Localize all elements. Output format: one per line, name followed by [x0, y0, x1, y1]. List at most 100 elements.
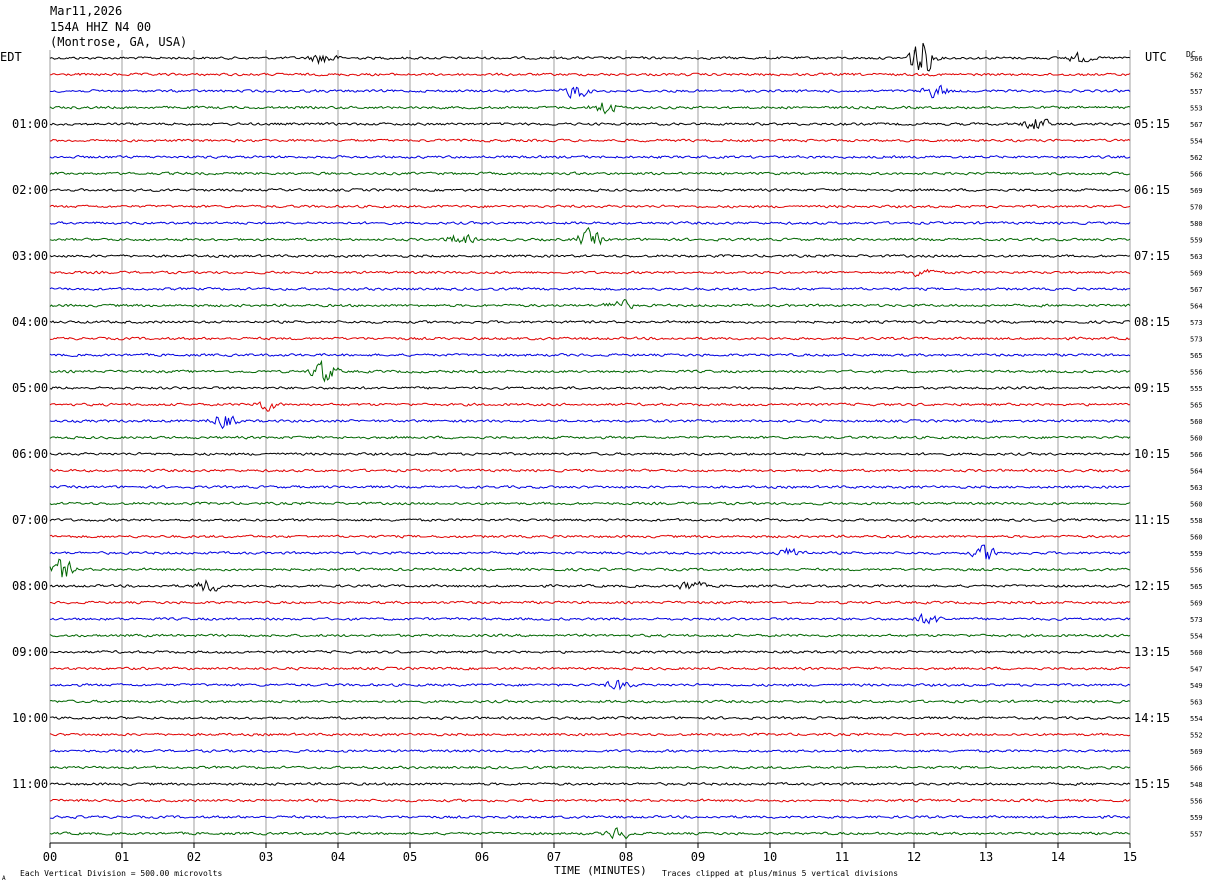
seismic-trace — [49, 118, 1131, 130]
x-tick-label: 01 — [115, 850, 129, 864]
seismic-trace — [49, 650, 1131, 654]
seismic-trace — [49, 452, 1131, 457]
dc-offset-label: 563 — [1190, 484, 1203, 492]
dc-offset-label: 573 — [1190, 319, 1203, 327]
right-hour-label: 08:15 — [1134, 315, 1170, 329]
right-hour-label: 06:15 — [1134, 183, 1170, 197]
seismic-trace — [49, 612, 1131, 625]
seismic-trace — [49, 154, 1131, 159]
right-timezone-label: UTC — [1145, 50, 1167, 64]
dc-offset-label: 556 — [1190, 798, 1203, 806]
left-hour-label: 01:00 — [12, 117, 48, 131]
seismic-trace — [49, 782, 1131, 786]
x-axis-title: TIME (MINUTES) — [554, 864, 647, 877]
left-hour-label: 11:00 — [12, 777, 48, 791]
seismic-trace — [49, 415, 1131, 430]
x-tick-label: 07 — [547, 850, 561, 864]
x-tick-label: 00 — [43, 850, 57, 864]
right-hour-label: 13:15 — [1134, 645, 1170, 659]
seismic-trace — [49, 386, 1131, 391]
dc-offset-label: 559 — [1190, 814, 1203, 822]
seismic-trace — [49, 352, 1131, 358]
dc-offset-label: 566 — [1190, 451, 1203, 459]
dc-offset-label: 562 — [1190, 72, 1203, 80]
dc-offset-label: 580 — [1190, 220, 1203, 228]
right-hour-label: 09:15 — [1134, 381, 1170, 395]
seismic-trace — [49, 501, 1131, 506]
dc-offset-label: 570 — [1190, 204, 1203, 212]
seismic-trace — [49, 320, 1131, 324]
seismic-trace — [49, 633, 1131, 638]
seismic-trace — [49, 600, 1131, 605]
dc-offset-label: 566 — [1190, 765, 1203, 773]
left-hour-label: 02:00 — [12, 183, 48, 197]
dc-header-label: DC — [1186, 50, 1196, 59]
dc-offset-label: 556 — [1190, 369, 1203, 377]
scale-note: Each Vertical Division = 500.00 microvol… — [20, 869, 222, 878]
dc-offset-label: 554 — [1190, 138, 1203, 146]
seismic-trace — [49, 827, 1131, 840]
dc-offset-label: 557 — [1190, 88, 1203, 96]
right-hour-label: 15:15 — [1134, 777, 1170, 791]
left-timezone-label: EDT — [0, 50, 22, 64]
right-hour-label: 12:15 — [1134, 579, 1170, 593]
dc-offset-label: 569 — [1190, 748, 1203, 756]
seismic-trace — [49, 359, 1131, 383]
right-hour-label: 11:15 — [1134, 513, 1170, 527]
dc-offset-label: 562 — [1190, 154, 1203, 162]
dc-offset-label: 555 — [1190, 385, 1203, 393]
dc-offset-label: 549 — [1190, 682, 1203, 690]
left-hour-label: 06:00 — [12, 447, 48, 461]
seismic-trace — [49, 188, 1131, 193]
seismic-trace — [49, 534, 1131, 539]
dc-offset-label: 560 — [1190, 534, 1203, 542]
seismic-trace — [49, 558, 1131, 578]
dc-offset-label: 573 — [1190, 336, 1203, 344]
seismic-trace — [49, 221, 1131, 226]
seismic-trace — [49, 204, 1131, 209]
seismic-trace — [49, 666, 1131, 671]
dc-offset-label: 554 — [1190, 633, 1203, 641]
seismic-traces — [49, 42, 1131, 840]
dc-offset-label: 560 — [1190, 418, 1203, 426]
dc-offset-labels: 566 562 557 553 567 554 562 566 569 570 580 559 563 5… — [1190, 55, 1203, 839]
x-tick-label: 12 — [907, 850, 921, 864]
seismic-trace — [49, 798, 1131, 803]
x-tick-label: 08 — [619, 850, 633, 864]
x-tick-label: 14 — [1051, 850, 1065, 864]
dc-offset-label: 566 — [1190, 171, 1203, 179]
seismic-trace — [49, 518, 1131, 522]
dc-offset-label: 567 — [1190, 121, 1203, 129]
left-hour-label: 05:00 — [12, 381, 48, 395]
seismic-trace — [49, 299, 1131, 310]
seismic-trace — [49, 287, 1131, 292]
minute-gridlines — [49, 50, 1131, 844]
x-tick-label: 03 — [259, 850, 273, 864]
x-tick-label: 05 — [403, 850, 417, 864]
station-label: 154A HHZ N4 00 — [50, 20, 151, 34]
seismic-trace — [49, 401, 1131, 412]
dc-offset-label: 559 — [1190, 550, 1203, 558]
x-tick-label: 13 — [979, 850, 993, 864]
seismic-trace — [49, 732, 1131, 737]
seismic-trace — [49, 765, 1131, 770]
x-tick-label: 04 — [331, 850, 345, 864]
dc-offset-label: 564 — [1190, 468, 1203, 476]
dc-offset-label: 565 — [1190, 352, 1203, 360]
dc-offset-label: 559 — [1190, 237, 1203, 245]
dc-offset-label: 573 — [1190, 616, 1203, 624]
seismic-trace — [49, 679, 1131, 691]
dc-offset-label: 557 — [1190, 831, 1203, 839]
dc-offset-label: 563 — [1190, 253, 1203, 261]
x-axis: 00 01 02 03 04 05 06 07 08 09 10 11 12 13 14 15 — [43, 843, 1137, 864]
dc-offset-label: 565 — [1190, 583, 1203, 591]
dc-offset-label: 560 — [1190, 649, 1203, 657]
dc-offset-label: 552 — [1190, 732, 1203, 740]
x-tick-label: 11 — [835, 850, 849, 864]
dc-offset-label: 569 — [1190, 600, 1203, 608]
seismic-trace — [49, 226, 1131, 246]
left-hour-label: 07:00 — [12, 513, 48, 527]
dc-offset-label: 553 — [1190, 105, 1203, 113]
clip-note: Traces clipped at plus/minus 5 vertical … — [662, 869, 898, 878]
